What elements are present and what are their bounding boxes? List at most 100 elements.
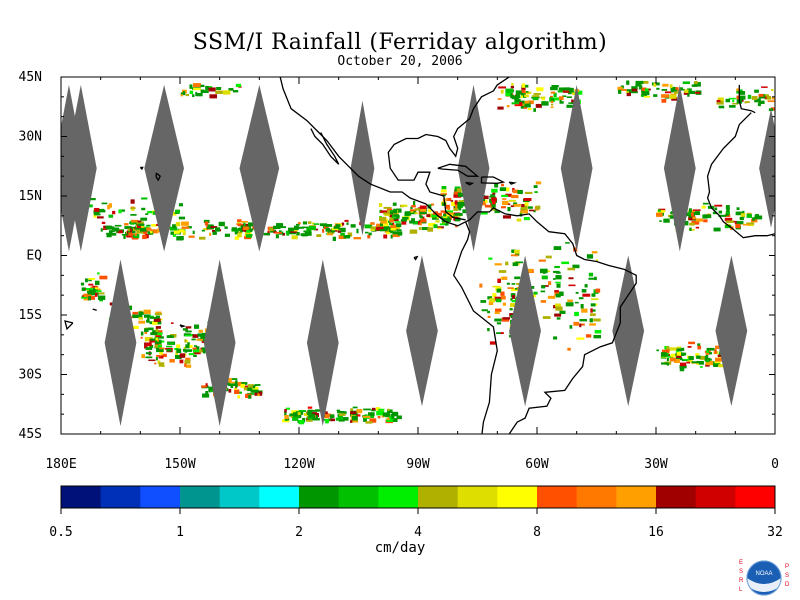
rain-cell — [151, 321, 158, 325]
rain-cell — [193, 83, 201, 88]
rain-cell — [410, 206, 413, 209]
rain-cell — [363, 417, 367, 422]
rain-cell — [516, 218, 522, 222]
rain-cell — [534, 191, 538, 194]
rain-cell — [291, 235, 298, 240]
coastline — [279, 77, 466, 227]
rain-cell — [541, 275, 548, 280]
rain-cell — [435, 212, 442, 217]
rain-cell — [371, 407, 376, 411]
rain-cell — [444, 223, 449, 226]
rain-cell — [411, 205, 416, 208]
rain-cell — [140, 336, 143, 339]
rain-cell — [338, 419, 345, 422]
rain-cell — [524, 104, 531, 108]
no-data-gap — [350, 100, 375, 236]
rain-cell — [112, 210, 116, 215]
rain-cell — [146, 319, 150, 323]
colorbar-segment — [378, 486, 419, 508]
rain-cell — [132, 314, 136, 317]
rain-cell — [453, 193, 462, 198]
rain-cell — [401, 221, 407, 225]
rain-cell — [709, 352, 713, 355]
rain-cell — [591, 309, 596, 312]
rain-cell — [185, 93, 190, 97]
lon-label: 150W — [164, 457, 195, 472]
rain-cell — [86, 204, 93, 208]
rain-cell — [312, 417, 320, 421]
rain-cell — [500, 291, 505, 296]
rain-cell — [297, 226, 305, 229]
rain-cell — [302, 221, 307, 225]
rain-cell — [250, 389, 259, 393]
rain-cell — [294, 225, 299, 231]
rain-cell — [153, 318, 161, 322]
rain-cell — [574, 90, 583, 95]
rain-cell — [431, 216, 439, 220]
rain-cell — [201, 347, 206, 352]
rain-cell — [712, 211, 718, 215]
rain-cell — [138, 311, 145, 315]
rain-cell — [151, 224, 157, 227]
rain-cell — [243, 222, 246, 227]
rain-cell — [419, 215, 423, 219]
rain-cell — [390, 418, 398, 422]
rain-cell — [273, 225, 279, 229]
rain-cell — [94, 288, 101, 291]
rain-cell — [144, 336, 153, 342]
rain-cell — [688, 341, 696, 345]
rain-cell — [243, 387, 248, 391]
rain-cell — [691, 220, 700, 225]
rain-cell — [591, 251, 598, 254]
rain-cell — [663, 218, 670, 223]
rain-cell — [201, 229, 205, 232]
rain-cell — [390, 218, 399, 221]
rain-cell — [594, 303, 598, 306]
rain-cell — [675, 356, 683, 361]
rain-cell — [757, 103, 761, 107]
rain-cell — [297, 222, 301, 225]
rain-cell — [101, 221, 106, 224]
rain-cell — [367, 234, 371, 239]
rain-cell — [349, 420, 353, 423]
rain-cell — [462, 209, 469, 214]
rain-cell — [591, 293, 596, 297]
rain-cell — [342, 417, 349, 421]
rain-cell — [230, 378, 238, 380]
coastline — [179, 324, 187, 328]
rain-cell — [480, 300, 487, 303]
rain-cell — [127, 228, 130, 232]
rain-cell — [202, 350, 206, 354]
rain-cell — [480, 212, 488, 215]
rain-cell — [524, 202, 529, 206]
rain-cell — [487, 296, 492, 300]
rain-cell — [445, 214, 451, 219]
rain-cell — [666, 357, 669, 362]
rain-cell — [457, 192, 465, 197]
rain-cell — [167, 342, 174, 345]
rain-cell — [203, 228, 209, 231]
rain-cell — [192, 230, 195, 235]
rain-cell — [338, 235, 346, 240]
rain-cell — [626, 80, 630, 85]
rain-cell — [642, 80, 649, 84]
logo-letter: S — [739, 569, 743, 575]
rain-cell — [496, 288, 502, 293]
rain-cell — [117, 230, 123, 234]
rain-cell — [567, 267, 576, 271]
rain-cell — [635, 80, 644, 85]
rain-cell — [332, 236, 336, 241]
rain-cell — [375, 226, 384, 231]
rain-cell — [497, 278, 501, 283]
rain-cell — [692, 211, 700, 216]
rain-cell — [180, 236, 184, 241]
rain-cell — [176, 344, 181, 348]
rain-cell — [578, 297, 584, 300]
coastline — [310, 128, 340, 165]
rain-cell — [718, 105, 725, 109]
rain-cell — [728, 97, 736, 100]
rain-cell — [688, 90, 696, 95]
rain-cell — [276, 223, 284, 228]
rain-cell — [409, 220, 413, 224]
rain-cell — [511, 83, 514, 86]
